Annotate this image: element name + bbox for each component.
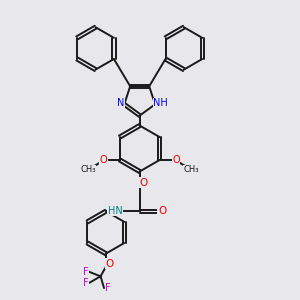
Text: methoxy: methoxy: [93, 165, 100, 166]
Text: N: N: [117, 98, 124, 109]
Text: O: O: [172, 155, 180, 165]
Text: NH: NH: [153, 98, 168, 109]
Text: CH₃: CH₃: [183, 165, 199, 174]
Text: O: O: [106, 259, 114, 269]
Text: methoxy: methoxy: [84, 166, 91, 167]
Text: F: F: [83, 278, 88, 288]
Text: CH₃: CH₃: [80, 165, 96, 174]
Text: O: O: [100, 155, 107, 165]
Text: O: O: [140, 178, 148, 188]
Text: O: O: [158, 206, 166, 216]
Text: F: F: [83, 267, 88, 277]
Text: F: F: [105, 283, 111, 293]
Text: HN: HN: [108, 206, 123, 216]
